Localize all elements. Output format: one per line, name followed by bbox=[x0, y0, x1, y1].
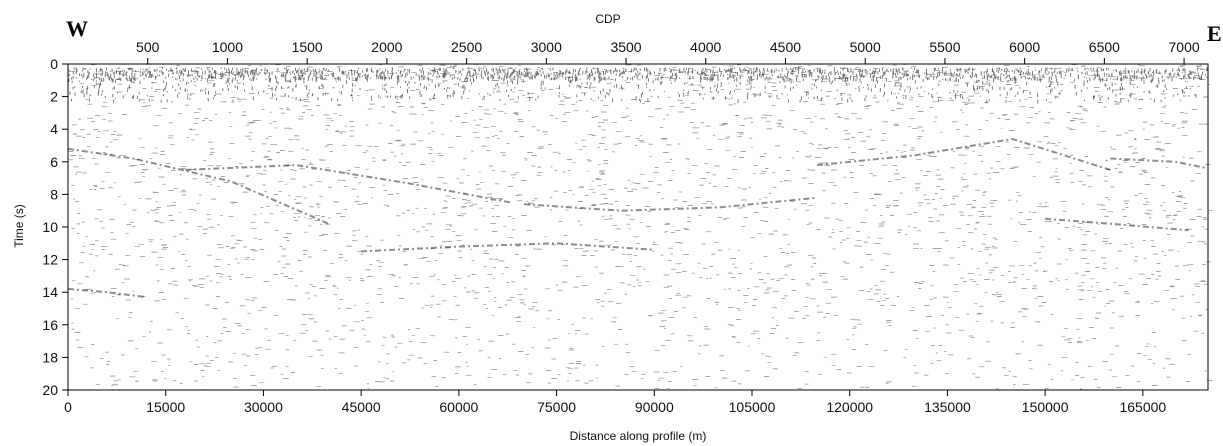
top-tick-label: 5000 bbox=[850, 39, 881, 55]
bottom-tick-label: 75000 bbox=[537, 399, 576, 415]
bottom-tick-label: 165000 bbox=[1119, 399, 1166, 415]
reflector-trace bbox=[67, 287, 147, 299]
top-tick-label: 6000 bbox=[1009, 39, 1040, 55]
bottom-tick-label: 15000 bbox=[146, 399, 185, 415]
top-tick-label: 7000 bbox=[1169, 39, 1200, 55]
plot-background bbox=[68, 64, 1208, 390]
left-tick-label: 0 bbox=[50, 56, 58, 72]
top-tick-label: 3500 bbox=[610, 39, 641, 55]
top-tick-label: 6500 bbox=[1089, 39, 1120, 55]
top-axis-ticks: 500 1000 1500 2000 2500 3000 3500 4000 4500 5000 5… bbox=[136, 39, 1200, 64]
top-tick-label: 1000 bbox=[212, 39, 243, 55]
bottom-tick-label: 105000 bbox=[729, 399, 776, 415]
reflector-trace bbox=[67, 147, 329, 225]
seismic-noise bbox=[68, 63, 1213, 391]
seismic-noise-layer bbox=[67, 63, 1213, 391]
top-axis-title: CDP bbox=[595, 12, 620, 26]
top-tick-label: 2000 bbox=[371, 39, 402, 55]
top-tick-label: 500 bbox=[136, 39, 160, 55]
bottom-tick-label: 135000 bbox=[924, 399, 971, 415]
top-tick-label: 2500 bbox=[451, 39, 482, 55]
reflector-layer bbox=[67, 137, 1209, 299]
left-tick-label: 20 bbox=[42, 382, 58, 398]
left-axis-title: Time (s) bbox=[12, 204, 26, 248]
left-tick-label: 8 bbox=[50, 186, 58, 202]
reflector-trace bbox=[1045, 217, 1189, 232]
bottom-tick-label: 150000 bbox=[1022, 399, 1069, 415]
bottom-axis-ticks: 0 15000 30000 45000 60000 75000 90000 105000 120… bbox=[64, 390, 1166, 415]
reflector-trace bbox=[185, 164, 512, 204]
left-tick-label: 2 bbox=[50, 89, 58, 105]
bottom-tick-label: 120000 bbox=[826, 399, 873, 415]
left-tick-label: 12 bbox=[42, 252, 58, 268]
top-tick-label: 4000 bbox=[690, 39, 721, 55]
west-corner-label: W bbox=[66, 16, 88, 41]
top-tick-label: 3000 bbox=[531, 39, 562, 55]
seismic-plot-area bbox=[67, 63, 1213, 391]
reflector-trace bbox=[1110, 157, 1209, 170]
bottom-tick-label: 45000 bbox=[342, 399, 381, 415]
top-tick-label: 1500 bbox=[292, 39, 323, 55]
left-tick-label: 14 bbox=[42, 284, 58, 300]
bottom-tick-label: 0 bbox=[64, 399, 72, 415]
top-tick-label: 5500 bbox=[929, 39, 960, 55]
bottom-axis-title: Distance along profile (m) bbox=[570, 429, 707, 443]
left-tick-label: 6 bbox=[50, 154, 58, 170]
east-corner-label: E bbox=[1207, 21, 1222, 46]
left-axis-ticks: 0 2 4 6 8 10 12 14 16 18 20 bbox=[42, 56, 68, 398]
top-tick-label: 4500 bbox=[770, 39, 801, 55]
bottom-tick-label: 30000 bbox=[244, 399, 283, 415]
left-tick-label: 18 bbox=[42, 349, 58, 365]
left-tick-label: 10 bbox=[42, 219, 58, 235]
bottom-tick-label: 90000 bbox=[635, 399, 674, 415]
shallow-reflection-band bbox=[67, 67, 1208, 104]
left-tick-label: 16 bbox=[42, 317, 58, 333]
reflector-trace bbox=[817, 137, 1111, 171]
left-tick-label: 4 bbox=[50, 121, 58, 137]
bottom-tick-label: 60000 bbox=[439, 399, 478, 415]
